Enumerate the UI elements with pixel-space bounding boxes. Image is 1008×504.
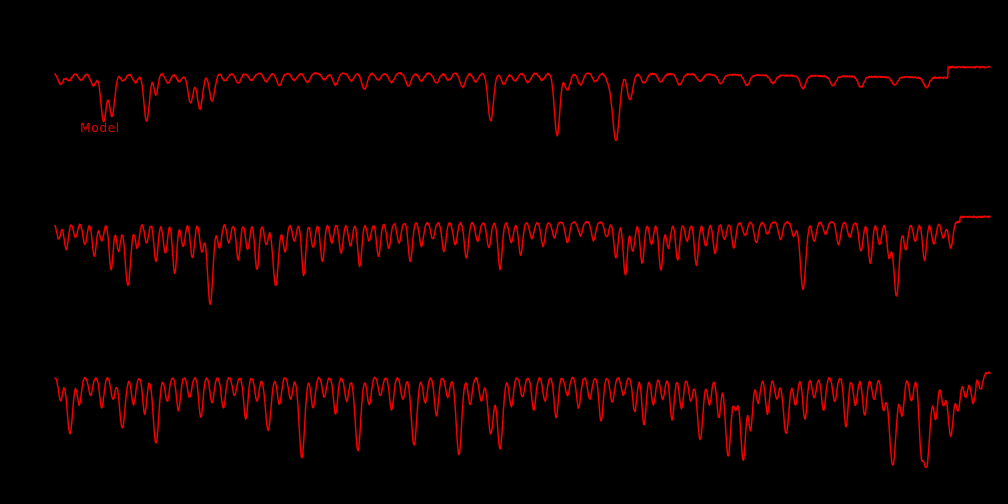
spectrum-plot-2 [54,215,991,305]
legend-model-label: Model [80,120,120,135]
spectrum-plot-3 [54,371,991,468]
model-spectrum-line-3 [54,371,991,468]
model-spectrum-line-2 [54,215,991,305]
spectrum-panel-1: Model [0,40,1008,170]
spectrum-panel-2 [0,195,1008,325]
spectrum-panel-3 [0,348,1008,488]
model-spectrum-line-1 [54,65,991,142]
spectrum-plot-1 [54,65,991,142]
